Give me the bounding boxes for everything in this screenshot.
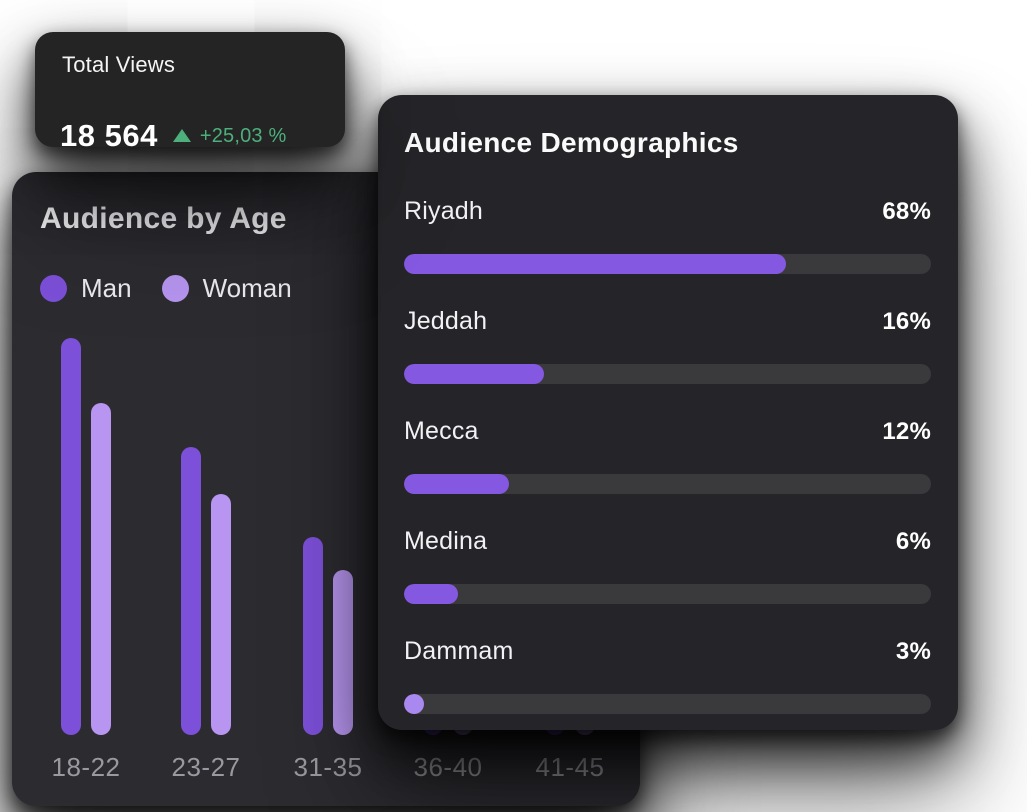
age-group-label: 18-22: [51, 752, 121, 782]
age-chart-legend: Man Woman: [40, 273, 292, 304]
total-views-value: 18 564: [60, 118, 158, 153]
age-bar-man: [181, 447, 201, 735]
progress-track: [404, 694, 931, 714]
audience-demographics-card: Audience Demographics Riyadh 68% Jeddah …: [378, 95, 958, 730]
legend-label-woman: Woman: [202, 273, 292, 303]
demo-row-medina: Medina 6%: [404, 526, 931, 604]
progress-track: [404, 474, 931, 494]
progress-fill: [404, 364, 544, 384]
age-bar-man: [303, 537, 323, 735]
age-group-31-35: 31-35: [294, 537, 362, 782]
age-group-18-22: 18-22: [52, 338, 120, 782]
age-group-23-27: 23-27: [172, 447, 240, 782]
progress-track: [404, 364, 931, 384]
bar-pair: [303, 537, 353, 735]
total-views-value-row: 18 564 +25,03 %: [60, 120, 287, 151]
legend-label-man: Man: [81, 273, 132, 303]
city-label: Jeddah: [404, 307, 488, 335]
row-head: Medina 6%: [404, 526, 931, 557]
age-group-label: 41-45: [535, 752, 605, 782]
progress-fill: [404, 254, 787, 274]
bar-pair: [181, 447, 231, 735]
bar-pair: [61, 338, 111, 735]
total-views-title: Total Views: [62, 52, 176, 77]
city-percent: 12%: [882, 418, 931, 445]
city-label: Medina: [404, 527, 488, 555]
demo-row-mecca: Mecca 12%: [404, 416, 931, 494]
row-head: Jeddah 16%: [404, 306, 931, 337]
age-group-label: 23-27: [171, 752, 241, 782]
triangle-up-icon: [172, 129, 191, 142]
total-views-delta: +25,03 %: [199, 124, 287, 147]
city-percent: 68%: [882, 198, 931, 225]
demo-row-riyadh: Riyadh 68%: [404, 196, 931, 274]
progress-fill: [404, 694, 425, 714]
progress-fill: [404, 584, 458, 604]
row-head: Riyadh 68%: [404, 196, 931, 227]
age-bar-woman: [211, 494, 231, 735]
row-head: Mecca 12%: [404, 416, 931, 447]
man-legend-dot-icon: [40, 275, 67, 302]
legend-item-woman: Woman: [161, 273, 292, 304]
demo-row-dammam: Dammam 3%: [404, 636, 931, 714]
age-chart-title: Audience by Age: [40, 202, 287, 235]
city-label: Riyadh: [404, 197, 484, 225]
age-group-label: 31-35: [293, 752, 363, 782]
age-group-label: 36-40: [413, 752, 483, 782]
city-percent: 16%: [882, 308, 931, 335]
city-percent: 3%: [895, 638, 931, 665]
progress-track: [404, 584, 931, 604]
woman-legend-dot-icon: [161, 275, 189, 302]
city-label: Mecca: [404, 417, 479, 445]
city-label: Dammam: [404, 637, 514, 665]
legend-item-man: Man: [40, 273, 132, 304]
demo-row-jeddah: Jeddah 16%: [404, 306, 931, 384]
city-percent: 6%: [895, 528, 931, 555]
progress-track: [404, 254, 931, 274]
age-bar-woman: [333, 570, 353, 735]
progress-fill: [404, 474, 510, 494]
total-views-card: Total Views 18 564 +25,03 %: [35, 32, 345, 151]
age-bar-woman: [91, 403, 111, 735]
row-head: Dammam 3%: [404, 636, 931, 667]
demographics-title: Audience Demographics: [404, 127, 739, 158]
age-bar-man: [61, 338, 81, 735]
